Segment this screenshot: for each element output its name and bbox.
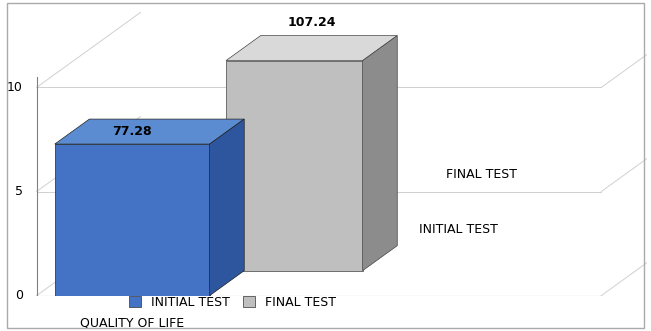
Text: 107.24: 107.24 (287, 16, 336, 29)
Text: FINAL TEST: FINAL TEST (447, 168, 518, 181)
Text: 77.28: 77.28 (113, 125, 152, 138)
Text: 0: 0 (15, 289, 23, 302)
Polygon shape (226, 36, 397, 61)
Text: 10: 10 (7, 81, 23, 94)
Polygon shape (55, 119, 244, 144)
Polygon shape (363, 36, 397, 271)
Polygon shape (210, 119, 244, 296)
Legend: INITIAL TEST, FINAL TEST: INITIAL TEST, FINAL TEST (125, 292, 340, 313)
Text: QUALITY OF LIFE: QUALITY OF LIFE (80, 316, 184, 329)
Text: INITIAL TEST: INITIAL TEST (419, 222, 498, 236)
Polygon shape (226, 61, 363, 271)
Text: 5: 5 (15, 185, 23, 198)
Polygon shape (55, 144, 210, 296)
